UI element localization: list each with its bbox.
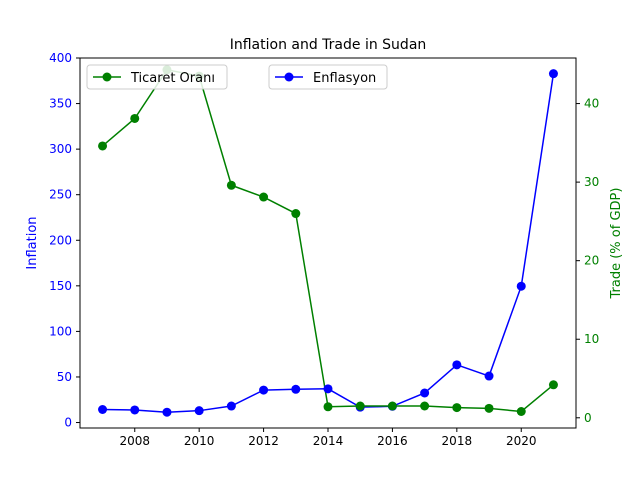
y-left-tick-label: 200 <box>49 233 72 247</box>
x-tick-label: 2016 <box>377 434 408 448</box>
y-left-tick-label: 350 <box>49 97 72 111</box>
points-layer <box>98 65 558 417</box>
y-left-tick-label: 400 <box>49 51 72 65</box>
data-point-0-7 <box>323 384 333 394</box>
data-point-0-10 <box>420 388 430 398</box>
data-point-1-12 <box>484 403 494 413</box>
y-right-tick-label: 10 <box>584 332 599 346</box>
data-point-1-5 <box>259 192 269 202</box>
y-right-tick-label: 30 <box>584 175 599 189</box>
legend-inflation-label: Enflasyon <box>313 71 376 86</box>
y-axis-left-label: Inflation <box>25 216 40 269</box>
data-point-1-1 <box>130 113 140 123</box>
data-point-0-14 <box>548 69 558 79</box>
data-point-0-13 <box>516 281 526 291</box>
data-point-0-6 <box>291 384 301 394</box>
data-point-0-0 <box>98 405 108 414</box>
legend-trade-marker <box>102 72 112 82</box>
y-left-tick-label: 100 <box>49 324 72 338</box>
x-tick-label: 2012 <box>248 434 279 448</box>
data-point-0-4 <box>226 401 236 411</box>
data-point-1-8 <box>355 401 365 411</box>
y-right-tick-label: 20 <box>584 254 599 268</box>
data-point-1-11 <box>452 403 462 413</box>
data-point-1-14 <box>548 380 558 390</box>
legend-inflation: Enflasyon <box>268 64 388 90</box>
y-axis-right: 0 10 20 30 40 <box>576 97 599 425</box>
data-point-0-11 <box>452 360 462 370</box>
data-point-1-9 <box>387 401 397 411</box>
x-axis: 2008 2010 2012 2014 2016 2018 2020 <box>119 428 537 448</box>
x-tick-label: 2020 <box>506 434 537 448</box>
data-point-1-7 <box>323 402 333 412</box>
legend-trade-box <box>86 64 228 90</box>
data-point-0-2 <box>162 407 172 417</box>
data-point-0-12 <box>484 371 494 381</box>
y-axis-left: 0 50 100 150 200 250 300 350 400 <box>49 51 80 430</box>
legend-inflation-marker <box>284 72 294 82</box>
data-point-1-0 <box>98 141 108 151</box>
y-left-tick-label: 150 <box>49 279 72 293</box>
y-axis-right-label: Trade (% of GDP) <box>609 188 624 300</box>
y-left-tick-label: 50 <box>57 370 72 384</box>
data-point-1-10 <box>420 401 430 411</box>
y-left-tick-label: 300 <box>49 142 72 156</box>
data-point-0-5 <box>259 385 269 395</box>
y-right-tick-label: 0 <box>584 411 592 425</box>
x-tick-label: 2014 <box>313 434 344 448</box>
data-point-1-13 <box>516 407 526 417</box>
legend-inflation-box <box>268 64 388 90</box>
legend-trade: Ticaret Oranı <box>86 64 228 90</box>
legend-trade-label: Ticaret Oranı <box>130 71 215 86</box>
data-point-1-6 <box>291 209 301 219</box>
x-tick-label: 2018 <box>442 434 473 448</box>
data-point-1-4 <box>226 180 236 190</box>
x-tick-label: 2010 <box>184 434 215 448</box>
y-left-tick-label: 250 <box>49 188 72 202</box>
y-left-tick-label: 0 <box>64 416 72 430</box>
data-point-0-3 <box>194 406 204 416</box>
chart-title: Inflation and Trade in Sudan <box>230 37 427 53</box>
data-point-0-1 <box>130 405 140 415</box>
x-tick-label: 2008 <box>119 434 150 448</box>
y-right-tick-label: 40 <box>584 97 599 111</box>
